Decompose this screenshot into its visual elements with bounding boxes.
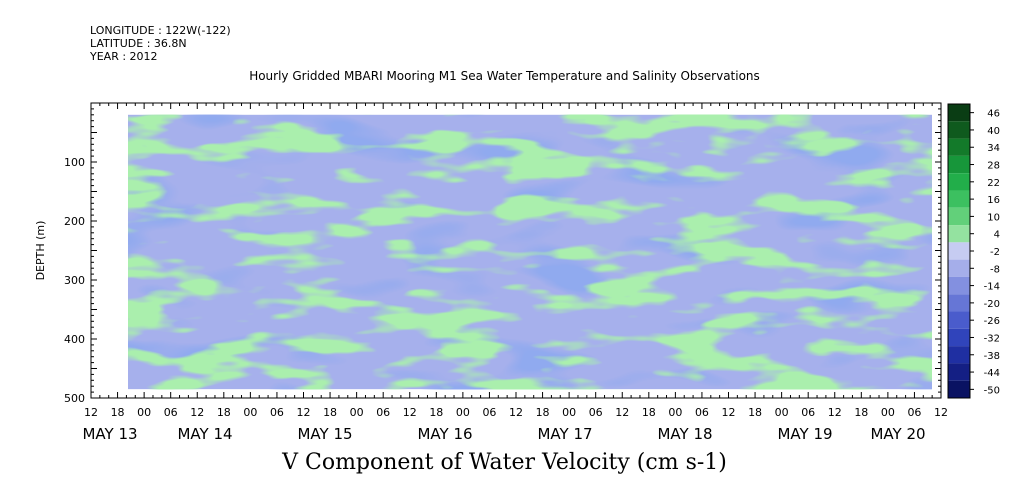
x-hour-label: 12 (828, 406, 842, 419)
colorbar-swatch (948, 346, 970, 364)
colorbar-swatch (948, 173, 970, 191)
x-hour-label: 00 (562, 406, 576, 419)
colorbar-label: 34 (987, 143, 1000, 154)
x-hour-label: 06 (589, 406, 603, 419)
axes: 12 18 00 06 12 18 00 06 12 18 00 06 12 18 00 06 12 18 00 06… (34, 102, 948, 443)
x-date-label: MAY 19 (777, 425, 832, 443)
x-hour-label: 12 (84, 406, 98, 419)
colorbar-swatch (948, 380, 970, 398)
colorbar-swatch (948, 225, 970, 243)
colorbar: 46 40 34 28 22 16 10 4 -2 -8 -14 -20 -26 -32 -38 -44 -50 (947, 103, 1000, 399)
colorbar-label: -2 (990, 247, 1000, 258)
colorbar-label: 10 (987, 212, 1000, 223)
x-hour-label: 06 (376, 406, 390, 419)
x-hour-label: 06 (164, 406, 178, 419)
x-hour-label: 18 (217, 406, 231, 419)
colorbar-label: -32 (984, 333, 1000, 344)
x-hour-label: 00 (243, 406, 257, 419)
x-hour-label: 06 (801, 406, 815, 419)
colorbar-swatch (948, 138, 970, 156)
x-hour-label: 12 (297, 406, 311, 419)
y-tick-label: 200 (64, 215, 85, 228)
colorbar-swatch (948, 242, 970, 260)
colorbar-swatch (948, 328, 970, 347)
colorbar-swatch (948, 155, 970, 174)
heatmap-field (128, 114, 932, 390)
colorbar-label: 28 (987, 161, 1000, 172)
x-hour-label: 12 (615, 406, 629, 419)
variable-label: V Component of Water Velocity (cm s-1) (282, 450, 727, 475)
field-green-patches (128, 114, 932, 390)
x-hour-label: 12 (509, 406, 523, 419)
chart: 12 18 00 06 12 18 00 06 12 18 00 06 12 18 00 06 12 18 00 06… (34, 102, 1000, 443)
x-hour-label: 18 (536, 406, 550, 419)
x-hour-label: 06 (270, 406, 284, 419)
x-hour-label: 06 (482, 406, 496, 419)
colorbar-label: 22 (987, 178, 1000, 189)
x-hour-label: 12 (934, 406, 948, 419)
colorbar-swatch (948, 207, 970, 226)
x-hour-label: 00 (775, 406, 789, 419)
y-tick-label: 500 (64, 392, 85, 405)
colorbar-swatch (948, 121, 970, 139)
colorbar-swatch (948, 363, 970, 381)
colorbar-swatch (948, 276, 970, 295)
x-date-label: MAY 20 (870, 425, 925, 443)
x-date-label: MAY 14 (177, 425, 232, 443)
x-date-label: MAY 18 (657, 425, 712, 443)
x-hour-label: 12 (403, 406, 417, 419)
y-axis-label: DEPTH (m) (34, 221, 47, 281)
colorbar-label: -38 (984, 351, 1000, 362)
x-hour-label: 00 (668, 406, 682, 419)
colorbar-swatch (948, 104, 970, 122)
x-date-label: MAY 13 (82, 425, 137, 443)
y-tick-label: 100 (64, 156, 85, 169)
x-hour-label: 18 (642, 406, 656, 419)
colorbar-label: -50 (984, 385, 1000, 396)
colorbar-label: -26 (984, 316, 1000, 327)
colorbar-label: -8 (990, 264, 1000, 275)
x-hour-label: 18 (854, 406, 868, 419)
x-hour-label: 00 (456, 406, 470, 419)
x-hour-label: 18 (111, 406, 125, 419)
colorbar-label: 46 (987, 109, 1000, 120)
colorbar-label: -44 (984, 368, 1000, 379)
x-date-label: MAY 15 (297, 425, 352, 443)
colorbar-label: 16 (987, 195, 1000, 206)
year-label: YEAR : 2012 (90, 50, 158, 63)
x-hour-label: 06 (907, 406, 921, 419)
colorbar-swatch (948, 190, 970, 208)
colorbar-label: -14 (984, 282, 1000, 293)
longitude-label: LONGITUDE : 122W(-122) (90, 24, 231, 37)
y-tick-label: 300 (64, 274, 85, 287)
x-hour-label: 18 (323, 406, 337, 419)
x-hour-label: 06 (695, 406, 709, 419)
colorbar-label: -20 (984, 299, 1000, 310)
x-hour-label: 18 (429, 406, 443, 419)
colorbar-label: 4 (994, 230, 1000, 241)
colorbar-label: 40 (987, 126, 1000, 137)
x-date-label: MAY 16 (417, 425, 472, 443)
x-hour-label: 00 (350, 406, 364, 419)
x-hour-label: 00 (137, 406, 151, 419)
x-date-label: MAY 17 (537, 425, 592, 443)
x-hour-label: 12 (190, 406, 204, 419)
colorbar-swatch (948, 311, 970, 329)
x-hour-label: 18 (748, 406, 762, 419)
x-hour-label: 12 (722, 406, 736, 419)
colorbar-swatch (948, 294, 970, 312)
latitude-label: LATITUDE : 36.8N (90, 37, 187, 50)
colorbar-swatch (948, 259, 970, 277)
y-tick-label: 400 (64, 333, 85, 346)
chart-title: Hourly Gridded MBARI Mooring M1 Sea Wate… (249, 69, 760, 83)
x-hour-label: 00 (881, 406, 895, 419)
